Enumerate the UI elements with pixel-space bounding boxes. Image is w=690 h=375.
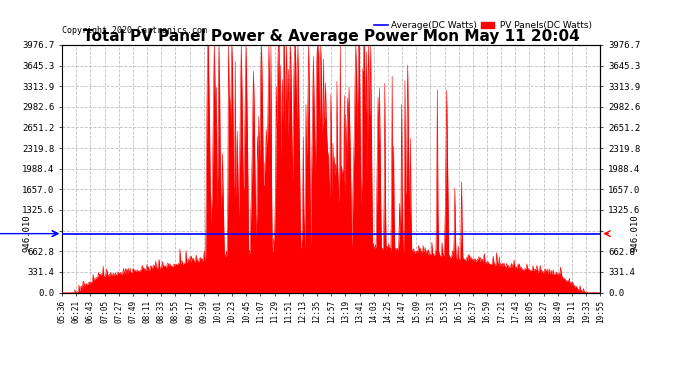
Text: 946.010: 946.010 [23, 215, 32, 252]
Legend: Average(DC Watts),  PV Panels(DC Watts): Average(DC Watts), PV Panels(DC Watts) [371, 17, 595, 33]
Text: Copyright 2020 Cartronics.com: Copyright 2020 Cartronics.com [62, 26, 207, 35]
Title: Total PV Panel Power & Average Power Mon May 11 20:04: Total PV Panel Power & Average Power Mon… [83, 29, 580, 44]
Text: 946.010: 946.010 [631, 215, 640, 252]
